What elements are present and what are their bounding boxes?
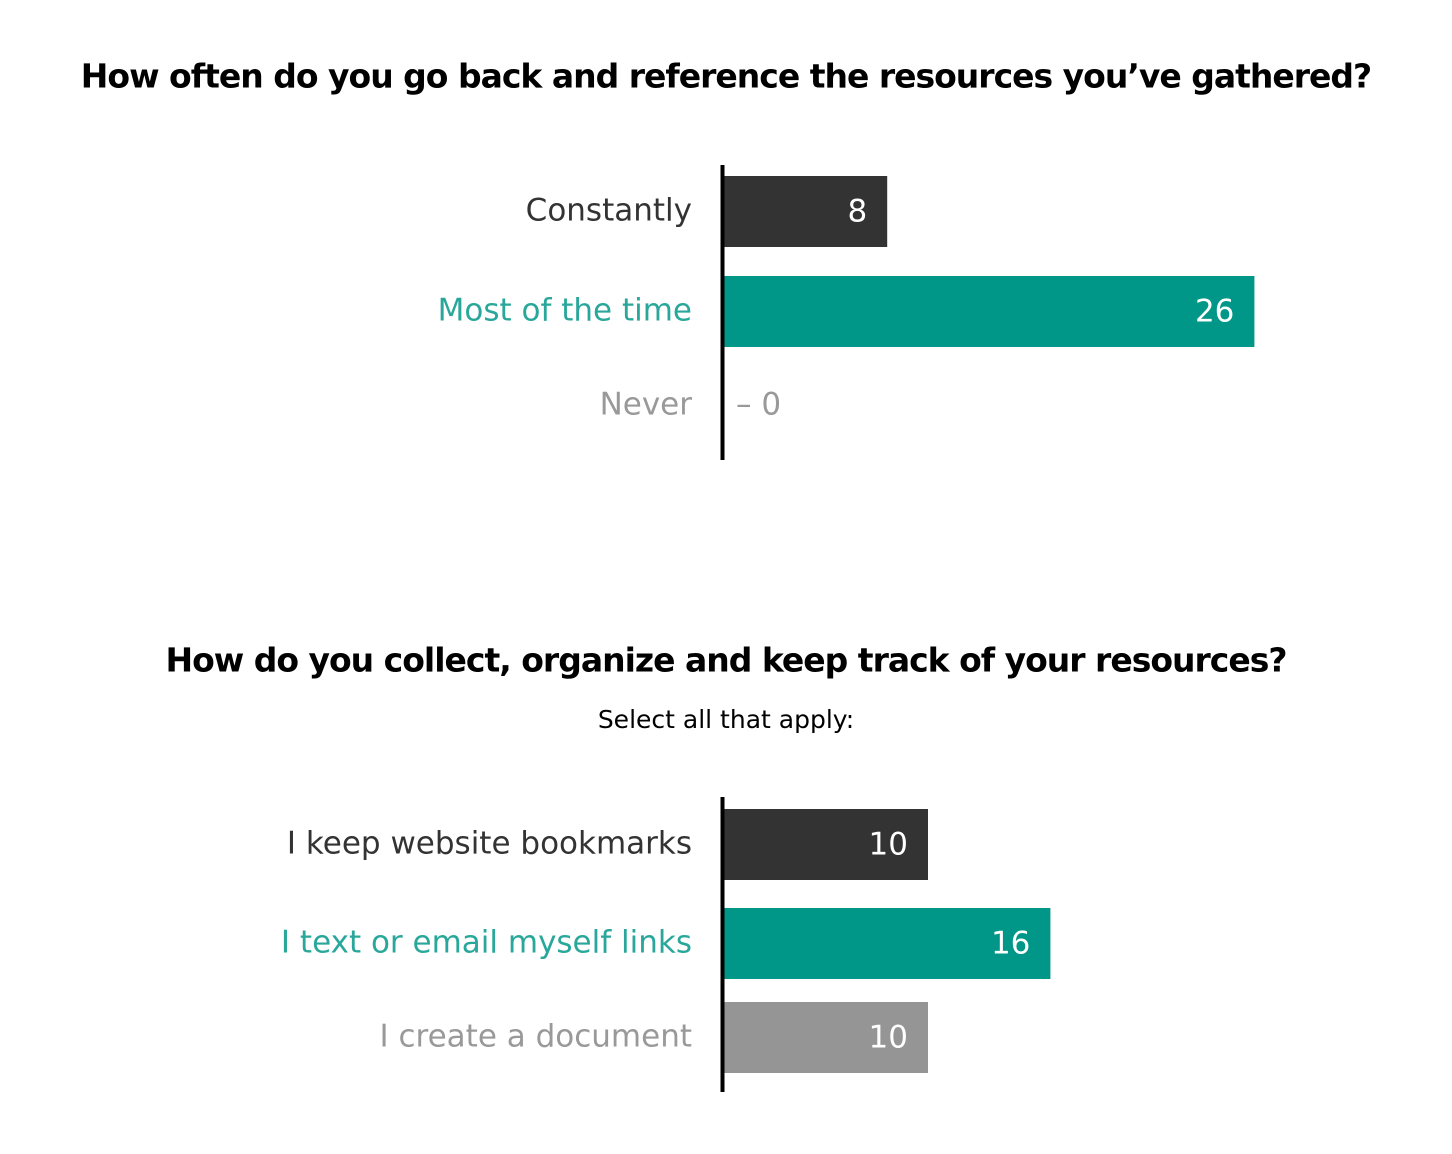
category-label: Most of the time: [438, 293, 692, 329]
value-label: – 0: [736, 387, 781, 423]
value-label: 10: [869, 1020, 908, 1056]
bar: [724, 1002, 928, 1073]
value-label: 16: [991, 926, 1030, 962]
chart-subtitle: Select all that apply:: [598, 705, 854, 734]
category-label: I create a document: [379, 1019, 692, 1055]
bar: [724, 176, 888, 247]
bar: [724, 809, 928, 880]
chart-title: How often do you go back and reference t…: [81, 57, 1371, 96]
value-label: 8: [847, 194, 867, 230]
category-label: I keep website bookmarks: [287, 826, 692, 862]
value-label: 10: [869, 827, 908, 863]
value-label: 26: [1195, 294, 1234, 330]
category-label: Constantly: [526, 193, 692, 229]
bar: [724, 908, 1051, 979]
bar: [724, 276, 1255, 347]
chart-title: How do you collect, organize and keep tr…: [165, 641, 1286, 680]
category-label: I text or email myself links: [281, 925, 692, 961]
category-label: Never: [600, 387, 693, 423]
